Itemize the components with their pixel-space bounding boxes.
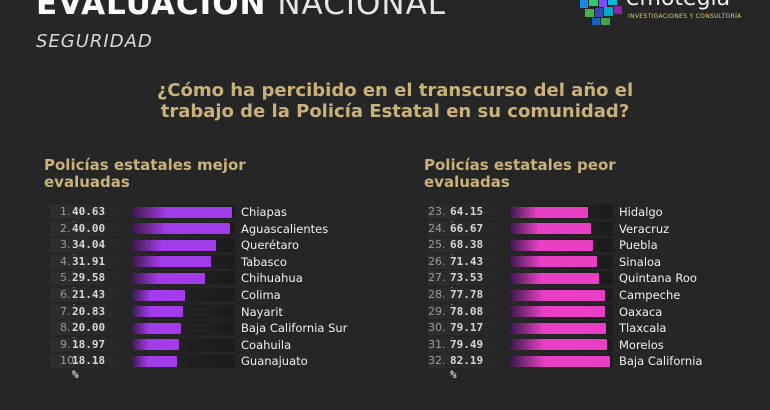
- worst-state-label: Veracruz: [619, 221, 670, 236]
- best-state-label: Nayarit: [241, 304, 283, 319]
- worst-rank-label: 30.: [428, 321, 446, 335]
- worst-state-label: Sinaloa: [619, 254, 662, 269]
- worst-value-label: 68.38 %: [450, 238, 484, 265]
- worst-value-label: 66.67 %: [450, 221, 484, 249]
- best-value-label: 34.04 %: [72, 238, 106, 265]
- worst-panel-title: Policías estatales peor evaluadas: [424, 156, 616, 191]
- worst-state-label: Tlaxcala: [619, 321, 667, 336]
- survey-question: ¿Cómo ha percibido en el transcurso del …: [156, 80, 634, 122]
- best-rank-label: 5.: [60, 271, 71, 285]
- worst-state-label: Morelos: [619, 337, 664, 352]
- best-bar: [132, 272, 205, 284]
- best-rank-label: 2.: [60, 221, 71, 235]
- best-value-label: 21.43 %: [72, 288, 106, 315]
- best-value-label: 18.97 %: [72, 337, 106, 365]
- worst-rank-label: 28.: [428, 288, 446, 301]
- best-rank-label: 4.: [60, 254, 71, 268]
- best-bar: [132, 206, 232, 218]
- best-bar: [132, 223, 230, 235]
- best-bar: [132, 306, 183, 318]
- worst-bar: [510, 272, 599, 284]
- title-light: NACIONAL: [277, 0, 447, 22]
- best-state-label: Chihuahua: [241, 271, 303, 286]
- worst-rank-label: 24.: [428, 221, 446, 235]
- best-rank-label: 3.: [60, 238, 71, 252]
- worst-rank-label: 25.: [428, 238, 446, 252]
- best-state-label: Chiapas: [241, 205, 287, 219]
- worst-bar: [510, 355, 610, 367]
- worst-value-label: 77.78 %: [450, 288, 484, 315]
- worst-state-label: Quintana Roo: [619, 271, 697, 286]
- best-bar: [132, 339, 179, 351]
- worst-value-label: 79.49 %: [450, 337, 484, 365]
- logo-name: emotegia: [626, 0, 730, 11]
- worst-state-label: Hidalgo: [619, 205, 663, 219]
- best-bar: [132, 355, 177, 367]
- best-bar: [132, 322, 181, 334]
- logo-mosaic-icon: [580, 0, 622, 25]
- best-value-label: 20.00 %: [72, 321, 106, 348]
- best-value-label: 40.63 %: [72, 205, 106, 232]
- worst-bar: [510, 223, 591, 235]
- worst-state-label: Baja California: [619, 354, 703, 369]
- best-state-label: Coahuila: [241, 337, 292, 352]
- best-bar: [132, 239, 216, 251]
- worst-rank-label: 32.: [428, 354, 446, 368]
- best-rank-label: 1.: [60, 205, 71, 218]
- best-panel-title: Policías estatales mejor evaluadas: [44, 156, 246, 191]
- title-bold: EVALUACIÓN: [36, 0, 267, 22]
- worst-rank-label: 27.: [428, 271, 446, 285]
- worst-bar: [510, 339, 607, 351]
- worst-value-label: 82.19 %: [450, 354, 484, 382]
- worst-bar: [510, 289, 605, 301]
- best-rank-label: 10.: [60, 354, 78, 368]
- worst-bar: [510, 239, 593, 251]
- worst-value-label: 73.53 %: [450, 271, 484, 298]
- best-rank-label: 9.: [60, 337, 71, 351]
- worst-value-label: 71.43 %: [450, 254, 484, 282]
- worst-bar: [510, 306, 605, 318]
- best-bar: [132, 256, 211, 268]
- worst-state-label: Campeche: [619, 288, 681, 302]
- best-value-label: 20.83 %: [72, 304, 106, 332]
- worst-rank-label: 31.: [428, 337, 446, 351]
- best-rank-label: 6.: [60, 288, 71, 301]
- best-state-label: Tabasco: [241, 254, 287, 269]
- worst-rank-label: 26.: [428, 254, 446, 268]
- worst-bar: [510, 256, 597, 268]
- worst-bar: [510, 322, 606, 334]
- worst-state-label: Puebla: [619, 238, 658, 253]
- worst-value-label: 78.08 %: [450, 304, 484, 332]
- worst-bar: [510, 206, 588, 218]
- brand-logo: emotegia INVESTIGACIONES Y CONSULTORÍA: [578, 0, 758, 36]
- best-bar: [132, 289, 185, 301]
- worst-state-label: Oaxaca: [619, 304, 663, 319]
- worst-rank-label: 29.: [428, 304, 446, 318]
- page-subtitle: SEGURIDAD: [36, 31, 153, 52]
- worst-rank-label: 23.: [428, 205, 446, 218]
- best-state-label: Querétaro: [241, 238, 300, 253]
- worst-value-label: 64.15 %: [450, 205, 484, 232]
- best-rank-label: 7.: [60, 304, 71, 318]
- worst-value-label: 79.17 %: [450, 321, 484, 348]
- best-value-label: 31.91 %: [72, 254, 106, 282]
- best-value-label: 40.00 %: [72, 221, 106, 249]
- page-title: EVALUACIÓN NACIONAL: [36, 0, 446, 22]
- logo-tagline: INVESTIGACIONES Y CONSULTORÍA: [628, 13, 742, 20]
- best-value-label: 18.18 %: [72, 354, 106, 382]
- best-state-label: Guanajuato: [241, 354, 308, 369]
- best-rank-label: 8.: [60, 321, 71, 335]
- best-state-label: Baja California Sur: [241, 321, 348, 336]
- best-state-label: Colima: [241, 288, 281, 302]
- best-value-label: 29.58 %: [72, 271, 106, 298]
- best-state-label: Aguascalientes: [241, 221, 329, 236]
